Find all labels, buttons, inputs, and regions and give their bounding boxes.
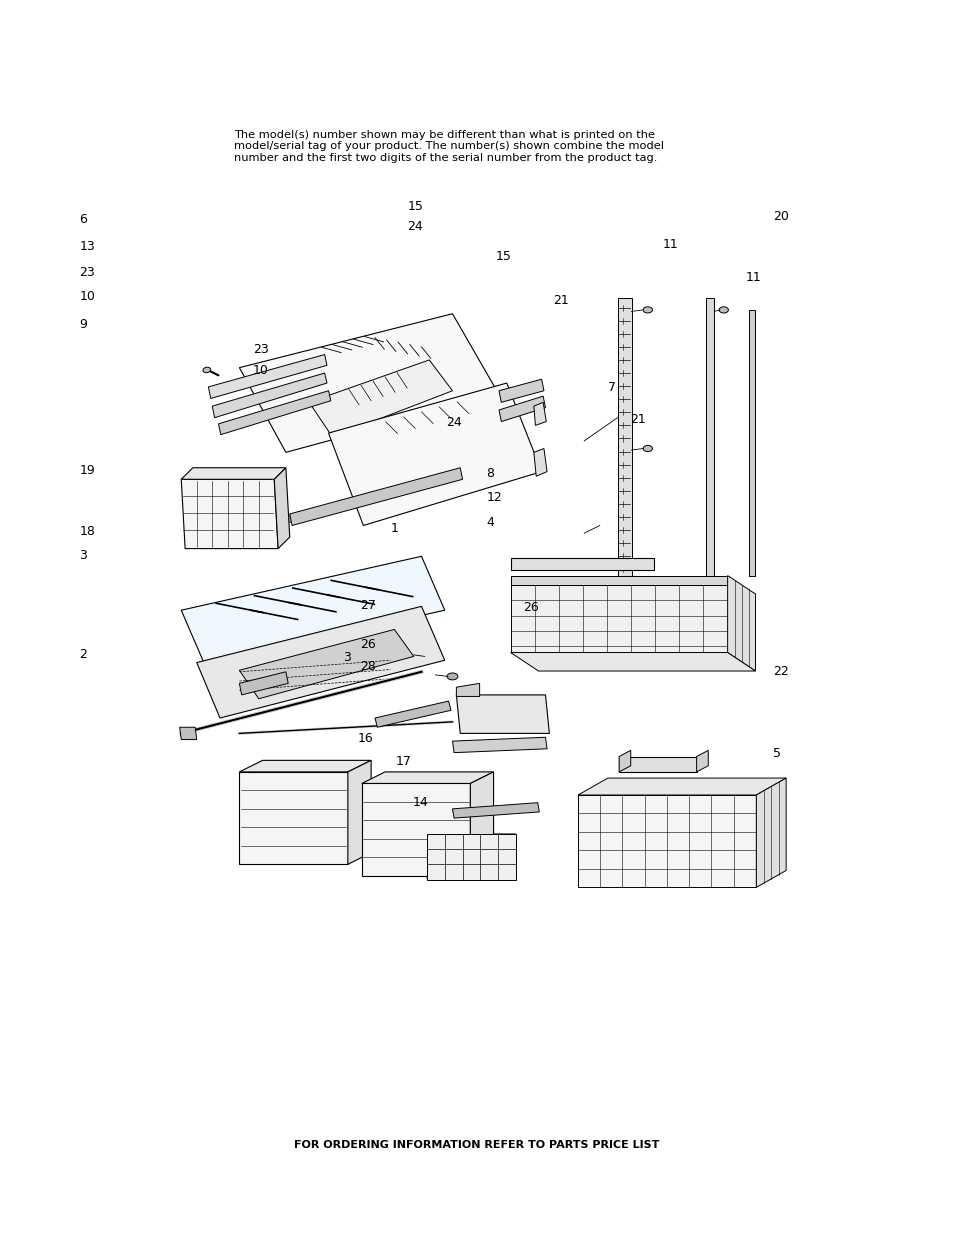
Text: 20: 20	[772, 210, 788, 222]
Polygon shape	[348, 761, 371, 864]
Text: 17: 17	[395, 756, 412, 768]
Polygon shape	[617, 299, 631, 595]
Polygon shape	[510, 652, 755, 671]
Polygon shape	[179, 727, 196, 740]
Polygon shape	[705, 299, 714, 579]
Polygon shape	[427, 834, 516, 879]
Text: 6: 6	[79, 214, 87, 226]
Polygon shape	[452, 803, 538, 818]
Polygon shape	[208, 354, 327, 399]
Polygon shape	[239, 314, 498, 452]
Polygon shape	[375, 701, 451, 727]
Text: 7: 7	[607, 382, 615, 394]
Polygon shape	[239, 761, 371, 772]
Polygon shape	[756, 778, 785, 888]
Text: 11: 11	[745, 272, 761, 284]
Text: 27: 27	[360, 599, 376, 611]
Polygon shape	[274, 468, 290, 548]
Text: 3: 3	[79, 550, 87, 562]
Ellipse shape	[514, 561, 521, 567]
Text: 24: 24	[446, 416, 462, 429]
Ellipse shape	[465, 711, 470, 718]
Polygon shape	[510, 576, 727, 585]
Ellipse shape	[535, 711, 539, 718]
Polygon shape	[498, 379, 543, 403]
Ellipse shape	[285, 516, 297, 522]
Ellipse shape	[424, 653, 434, 659]
Ellipse shape	[523, 711, 528, 718]
Text: 14: 14	[413, 797, 429, 809]
Ellipse shape	[642, 446, 652, 452]
Text: 22: 22	[772, 666, 788, 678]
Text: 9: 9	[79, 319, 87, 331]
Text: 23: 23	[79, 267, 95, 279]
Text: 2: 2	[79, 648, 87, 661]
Polygon shape	[456, 683, 479, 697]
Polygon shape	[328, 383, 541, 526]
Polygon shape	[534, 448, 546, 477]
Text: 15: 15	[407, 200, 423, 212]
Polygon shape	[181, 556, 444, 664]
Ellipse shape	[512, 711, 517, 718]
Ellipse shape	[476, 711, 481, 718]
Text: 19: 19	[79, 464, 95, 477]
Polygon shape	[218, 390, 331, 435]
Text: 15: 15	[496, 251, 512, 263]
Polygon shape	[456, 695, 549, 734]
Ellipse shape	[642, 306, 652, 312]
Polygon shape	[452, 737, 546, 752]
Text: 21: 21	[629, 414, 645, 426]
Polygon shape	[618, 751, 630, 772]
Text: 16: 16	[357, 732, 374, 745]
Text: 18: 18	[79, 525, 95, 537]
Ellipse shape	[500, 711, 505, 718]
Text: 10: 10	[253, 364, 269, 377]
Ellipse shape	[447, 673, 457, 680]
Polygon shape	[470, 772, 493, 876]
Polygon shape	[290, 468, 462, 526]
Polygon shape	[239, 772, 348, 864]
Text: 8: 8	[486, 467, 494, 479]
Polygon shape	[578, 778, 785, 795]
Polygon shape	[727, 576, 755, 671]
Polygon shape	[239, 630, 414, 699]
Ellipse shape	[488, 711, 493, 718]
Polygon shape	[510, 558, 654, 571]
Text: 21: 21	[553, 294, 569, 306]
Polygon shape	[534, 403, 546, 425]
Polygon shape	[361, 772, 493, 783]
Polygon shape	[181, 468, 286, 479]
Text: 5: 5	[772, 747, 780, 760]
Text: 11: 11	[662, 238, 679, 251]
Text: 1: 1	[391, 522, 398, 535]
Polygon shape	[578, 795, 756, 888]
Text: 28: 28	[360, 661, 376, 673]
Polygon shape	[748, 310, 754, 576]
Polygon shape	[696, 751, 707, 772]
Polygon shape	[212, 373, 327, 417]
Text: 13: 13	[79, 241, 95, 253]
Polygon shape	[510, 585, 727, 652]
Text: 23: 23	[253, 343, 269, 356]
Text: 4: 4	[486, 516, 494, 529]
Text: 3: 3	[343, 651, 351, 663]
Polygon shape	[181, 479, 278, 548]
Text: 10: 10	[79, 290, 95, 303]
Polygon shape	[361, 783, 470, 876]
Text: 12: 12	[486, 492, 502, 504]
Text: FOR ORDERING INFORMATION REFER TO PARTS PRICE LIST: FOR ORDERING INFORMATION REFER TO PARTS …	[294, 1140, 659, 1150]
Polygon shape	[196, 606, 444, 718]
Polygon shape	[239, 672, 288, 695]
Polygon shape	[498, 396, 545, 421]
Text: The model(s) number shown may be different than what is printed on the
model/ser: The model(s) number shown may be differe…	[233, 130, 663, 163]
Text: 24: 24	[407, 220, 423, 232]
Text: 26: 26	[522, 601, 538, 614]
Polygon shape	[618, 757, 696, 772]
Ellipse shape	[233, 684, 246, 690]
Ellipse shape	[719, 306, 728, 312]
Text: 26: 26	[360, 638, 376, 651]
Ellipse shape	[203, 367, 211, 373]
Polygon shape	[309, 359, 452, 437]
